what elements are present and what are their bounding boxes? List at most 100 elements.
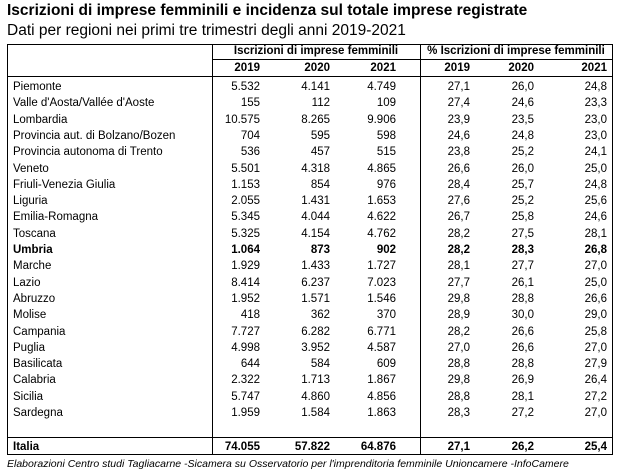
- value-cell: 1.571: [301, 292, 330, 305]
- value-cell: 27,7: [447, 276, 470, 289]
- value-cell: 23,8: [447, 146, 470, 159]
- value-cell: 26,7: [447, 211, 470, 224]
- value-cell: 24,8: [584, 178, 607, 191]
- region-name: Abruzzo: [13, 292, 56, 305]
- value-cell: 26,0: [511, 81, 534, 93]
- region-name: Molise: [13, 309, 47, 322]
- value-cell: 23,9: [447, 113, 470, 126]
- table-row: Marche 1.929 1.433 1.727 28,1 27,7 27,0: [8, 259, 612, 274]
- table-row: Abruzzo 1.952 1.571 1.546 29,8 28,8 26,6: [8, 292, 612, 307]
- region-name: Provincia aut. di Bolzano/Bozen: [13, 129, 176, 142]
- value-cell: 370: [376, 309, 396, 322]
- total-rule: [8, 437, 612, 438]
- group-header-iscrizioni: Iscrizioni di imprese femminili: [233, 45, 399, 57]
- value-cell: 1.653: [367, 195, 396, 208]
- value-cell: 1.727: [367, 260, 396, 273]
- table-row: Sardegna 1.959 1.584 1.863 28,3 27,2 27,0: [8, 406, 612, 421]
- value-cell: 29,8: [447, 374, 470, 387]
- value-cell: 27,0: [447, 341, 470, 354]
- value-cell: 29,0: [584, 309, 607, 322]
- value-cell: 1.867: [367, 374, 396, 387]
- year-header: 2021: [370, 62, 396, 74]
- region-name: Emilia-Romagna: [13, 211, 99, 224]
- value-cell: 28,8: [447, 358, 470, 371]
- page-subtitle: Dati per regioni nei primi tre trimestri…: [7, 22, 406, 39]
- value-cell: 704: [240, 129, 260, 142]
- value-cell: 4.856: [367, 390, 396, 403]
- value-cell: 24,6: [511, 97, 534, 110]
- region-name: Veneto: [13, 162, 49, 175]
- region-name: Liguria: [13, 195, 48, 208]
- group-header-percent: % Iscrizioni di imprese femminili: [427, 45, 605, 57]
- table-row: Liguria 2.055 1.431 1.653 27,6 25,2 25,6: [8, 194, 612, 209]
- table-row: Molise 418 362 370 28,9 30,0 29,0: [8, 308, 612, 323]
- value-cell: 4.154: [301, 227, 330, 240]
- value-cell: 5.325: [231, 227, 260, 240]
- table-row: Provincia autonoma di Trento 536 457 515 23,…: [8, 145, 612, 160]
- value-cell: 26,1: [511, 276, 534, 289]
- value-cell: 25,0: [584, 162, 607, 175]
- value-cell: 6.771: [367, 325, 396, 338]
- value-cell: 1.952: [231, 292, 260, 305]
- value-cell: 1.433: [301, 260, 330, 273]
- value-cell: 1.431: [301, 195, 330, 208]
- value-cell: 28,8: [511, 358, 534, 371]
- value-cell: 23,0: [584, 113, 607, 126]
- value-cell: 27,2: [511, 407, 534, 419]
- value-cell: 4.998: [231, 341, 260, 354]
- value-cell: 27,0: [584, 260, 607, 273]
- value-cell: 26,6: [584, 292, 607, 305]
- value-cell: 24,8: [584, 81, 607, 93]
- value-cell: 28,9: [447, 309, 470, 322]
- value-cell: 74.055: [224, 441, 260, 453]
- value-cell: 26,8: [584, 244, 607, 256]
- value-cell: 64.876: [360, 441, 396, 453]
- table-row: Italia 74.055 57.822 64.876 27,1 26,2 25,4: [8, 440, 612, 455]
- data-table: Iscrizioni di imprese femminili % Iscriz…: [7, 44, 613, 455]
- value-cell: 57.822: [294, 441, 330, 453]
- region-name: Friuli-Venezia Giulia: [13, 178, 116, 191]
- value-cell: 1.546: [367, 292, 396, 305]
- value-cell: 28,1: [584, 227, 607, 240]
- region-name: Marche: [13, 260, 52, 273]
- value-cell: 27,1: [447, 441, 470, 453]
- value-cell: 24,6: [447, 129, 470, 142]
- value-cell: 8.265: [301, 113, 330, 126]
- value-cell: 28,8: [447, 390, 470, 403]
- value-cell: 902: [376, 244, 396, 256]
- source-note: Elaborazioni Centro studi Tagliacarne -S…: [7, 458, 569, 470]
- value-cell: 4.318: [301, 162, 330, 175]
- value-cell: 28,3: [447, 407, 470, 419]
- group-underline: [212, 59, 420, 60]
- value-cell: 28,3: [511, 244, 534, 256]
- value-cell: 644: [240, 358, 260, 371]
- table-row: Lazio 8.414 6.237 7.023 27,7 26,1 25,0: [8, 276, 612, 291]
- table-row: Provincia aut. di Bolzano/Bozen 704 595 598…: [8, 129, 612, 144]
- table-row: Toscana 5.325 4.154 4.762 28,2 27,5 28,1: [8, 227, 612, 242]
- value-cell: 536: [240, 146, 260, 159]
- value-cell: 6.282: [301, 325, 330, 338]
- value-cell: 26,0: [511, 162, 534, 175]
- table-row: Valle d'Aosta/Vallée d'Aoste 155 112 109 27,…: [8, 96, 612, 111]
- value-cell: 8.414: [231, 276, 260, 289]
- value-cell: 598: [376, 129, 396, 142]
- value-cell: 26,6: [511, 325, 534, 338]
- value-cell: 28,2: [447, 227, 470, 240]
- table-row: Veneto 5.501 4.318 4.865 26,6 26,0 25,0: [8, 162, 612, 177]
- value-cell: 4.141: [301, 81, 330, 93]
- region-name: Sardegna: [13, 407, 63, 419]
- value-cell: 28,4: [447, 178, 470, 191]
- value-cell: 4.860: [301, 390, 330, 403]
- value-cell: 25,0: [584, 276, 607, 289]
- value-cell: 5.532: [231, 81, 260, 93]
- region-name: Campania: [13, 325, 66, 338]
- value-cell: 28,1: [511, 390, 534, 403]
- region-name: Provincia autonoma di Trento: [13, 146, 163, 159]
- value-cell: 362: [310, 309, 330, 322]
- value-cell: 27,9: [584, 358, 607, 371]
- value-cell: 1.959: [231, 407, 260, 419]
- value-cell: 26,6: [447, 162, 470, 175]
- value-cell: 27,1: [447, 81, 470, 93]
- value-cell: 10.575: [224, 113, 260, 126]
- value-cell: 30,0: [511, 309, 534, 322]
